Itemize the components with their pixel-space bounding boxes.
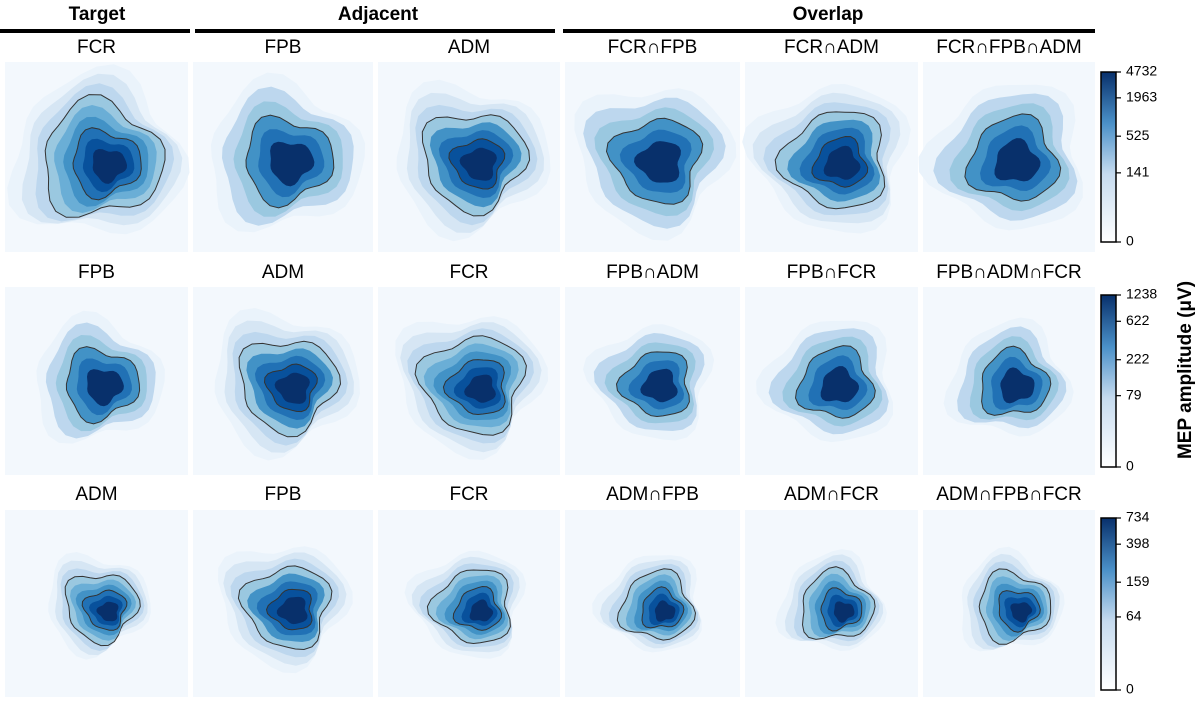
colorbar (1100, 294, 1117, 468)
colorbar-tick-label: 0 (1126, 458, 1134, 474)
panel-title: ADM∩FPB (606, 484, 699, 505)
group-title: Overlap (793, 4, 864, 25)
colorbar-tick-label: 525 (1126, 127, 1150, 143)
panel-title: FPB (265, 37, 302, 58)
colorbar-tick-label: 1238 (1126, 286, 1157, 302)
contour-level (640, 368, 678, 403)
contour-level (654, 600, 676, 622)
colorbar-tick-label: 1963 (1126, 89, 1157, 105)
panel-title: ADM∩FCR (784, 484, 879, 505)
contour-level (459, 147, 497, 181)
contour-level (1010, 602, 1033, 623)
contour-level (270, 141, 315, 187)
contour-level (833, 601, 855, 623)
panel-title: FPB (78, 262, 115, 283)
contour-level (464, 374, 496, 403)
colorbar-tick-label: 0 (1126, 681, 1134, 697)
panel-title: FCR (449, 484, 488, 505)
colorbar-tick-label: 141 (1126, 164, 1150, 180)
colorbar (1100, 71, 1117, 243)
panel-title: FPB∩ADM (606, 262, 699, 283)
panel-title: FCR∩FPB∩ADM (936, 37, 1082, 58)
contour-level (634, 141, 681, 183)
contour-level (820, 366, 859, 403)
contour-level (274, 372, 310, 404)
contour-level (87, 369, 124, 407)
contour-level (994, 138, 1041, 182)
colorbar-tick-label: 0 (1126, 233, 1134, 249)
colorbar-tick-label: 398 (1126, 535, 1150, 551)
panel-title: ADM (448, 37, 490, 58)
panel-title: FCR (449, 262, 488, 283)
contour-level (92, 149, 127, 184)
colorbar-tick-label: 622 (1126, 312, 1150, 328)
contour-level (823, 145, 861, 180)
colorbar-tick-label: 79 (1126, 386, 1142, 402)
panel-title: FCR (77, 37, 116, 58)
colorbar-label: MEP amplitude (μV) (1175, 281, 1196, 459)
colorbar-tick-label: 222 (1126, 350, 1150, 366)
panel-title: FPB∩ADM∩FCR (936, 262, 1082, 283)
contour-level (1000, 367, 1035, 404)
panel-title: FPB (265, 484, 302, 505)
contour-level (96, 601, 119, 622)
colorbar-tick-label: 734 (1126, 509, 1150, 525)
panel-title: ADM (262, 262, 304, 283)
panel-title: ADM∩FPB∩FCR (936, 484, 1082, 505)
colorbar (1100, 517, 1117, 691)
contour-level (276, 596, 308, 625)
panel-title: FCR∩FPB (608, 37, 698, 58)
panel-title: FCR∩ADM (784, 37, 879, 58)
group-title: Target (69, 4, 126, 25)
group-title: Adjacent (338, 4, 419, 25)
colorbar-tick-label: 4732 (1126, 63, 1157, 79)
colorbar-tick-label: 159 (1126, 573, 1150, 589)
colorbar-tick-label: 64 (1126, 608, 1142, 624)
contour-level (469, 599, 494, 622)
panel-title: FPB∩FCR (787, 262, 877, 283)
panel-title: ADM (75, 484, 117, 505)
